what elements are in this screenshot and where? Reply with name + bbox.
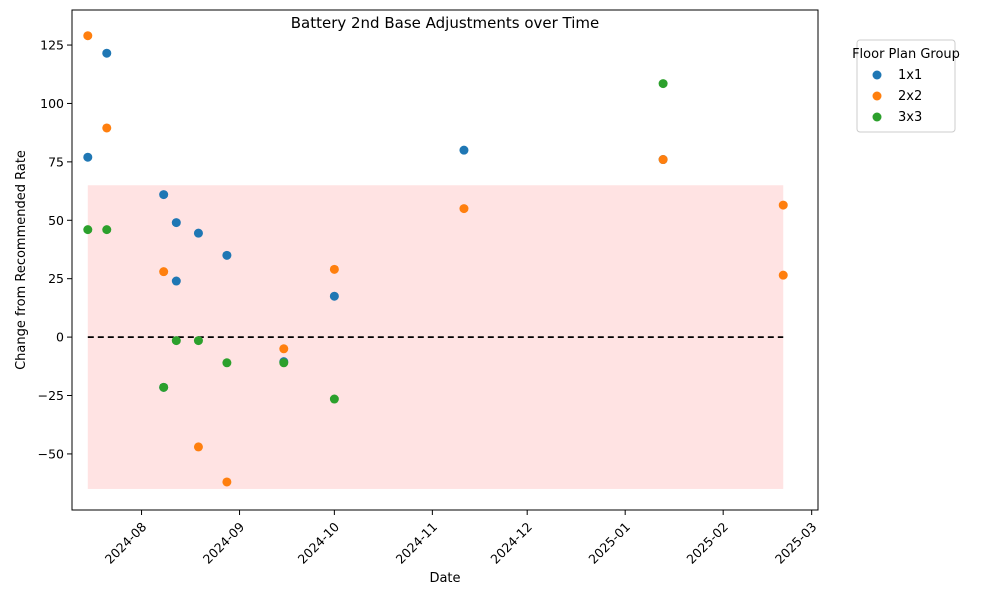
- y-tick-label: −25: [38, 388, 64, 403]
- series-3x3: [83, 79, 668, 404]
- x-axis-label: Date: [429, 571, 460, 586]
- y-tick-label: 125: [40, 38, 64, 53]
- x-tick-label: 2024-10: [295, 519, 343, 567]
- data-point: [778, 200, 788, 210]
- data-point: [329, 264, 339, 274]
- x-tick-label: 2024-08: [102, 519, 150, 567]
- data-point: [171, 218, 181, 228]
- x-tick-label: 2025-02: [683, 519, 731, 567]
- y-tick-label: 0: [56, 330, 64, 345]
- data-point: [83, 225, 93, 235]
- legend-label: 1x1: [898, 68, 922, 83]
- chart-title: Battery 2nd Base Adjustments over Time: [291, 14, 600, 32]
- y-tick-label: 25: [48, 271, 64, 286]
- data-point: [459, 145, 469, 155]
- x-tick-label: 2024-09: [200, 519, 248, 567]
- data-point: [193, 336, 203, 346]
- data-point: [329, 394, 339, 404]
- series-2x2: [83, 31, 788, 487]
- data-point: [222, 358, 232, 368]
- y-tick-label: 100: [40, 96, 64, 111]
- data-point: [171, 336, 181, 346]
- data-point: [658, 79, 668, 89]
- data-point: [83, 31, 93, 41]
- data-point: [102, 123, 112, 133]
- data-point: [193, 442, 203, 452]
- data-point: [83, 152, 93, 162]
- x-tick-label: 2024-11: [393, 519, 441, 567]
- data-point: [159, 382, 169, 392]
- data-point: [102, 48, 112, 58]
- data-point: [279, 344, 289, 354]
- data-point: [171, 276, 181, 286]
- legend-title: Floor Plan Group: [852, 47, 960, 62]
- legend-marker: [872, 91, 882, 101]
- x-tick-label: 2024-12: [487, 519, 535, 567]
- data-point: [329, 291, 339, 301]
- x-tick-label: 2025-01: [585, 519, 633, 567]
- legend-marker: [872, 70, 882, 80]
- legend-label: 3x3: [898, 110, 922, 125]
- legend: Floor Plan Group 1x1 2x2 3x3: [852, 39, 960, 133]
- data-point: [778, 270, 788, 280]
- y-axis-label: Change from Recommended Rate: [14, 150, 29, 370]
- y-tick-label: 50: [48, 213, 64, 228]
- data-point: [193, 228, 203, 238]
- data-point: [222, 477, 232, 487]
- data-point: [459, 204, 469, 214]
- data-point: [222, 250, 232, 260]
- y-tick-label: 75: [48, 154, 64, 169]
- legend-box: [856, 39, 956, 133]
- data-point: [159, 267, 169, 277]
- legend-label: 2x2: [898, 89, 922, 104]
- data-point: [279, 358, 289, 368]
- y-tick-label: −50: [38, 446, 64, 461]
- legend-marker: [872, 112, 882, 122]
- data-point: [102, 225, 112, 235]
- data-point: [658, 155, 668, 165]
- x-tick-label: 2025-03: [772, 519, 820, 567]
- data-point: [159, 190, 169, 200]
- plot-frame: [71, 9, 819, 511]
